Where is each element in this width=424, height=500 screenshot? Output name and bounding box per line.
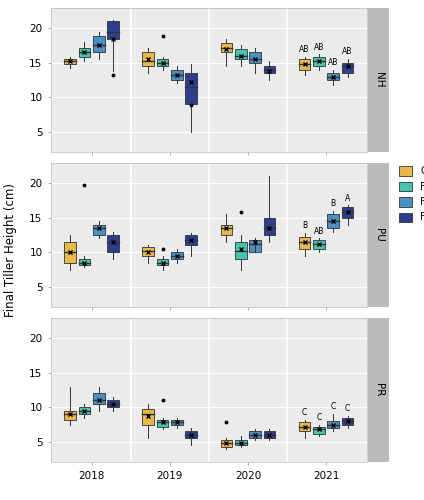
Bar <box>93 394 105 404</box>
Bar <box>235 440 247 445</box>
Bar <box>313 426 325 434</box>
Bar <box>78 259 90 264</box>
Bar <box>142 52 154 66</box>
Text: A: A <box>345 194 350 202</box>
Text: AB: AB <box>343 48 353 56</box>
Bar <box>235 242 247 259</box>
Text: AB: AB <box>328 58 338 67</box>
Bar <box>220 224 232 235</box>
Bar <box>64 410 76 420</box>
Bar <box>299 60 310 70</box>
Bar <box>107 400 119 407</box>
Bar <box>185 235 197 246</box>
Bar <box>342 208 354 218</box>
Text: C: C <box>345 404 350 413</box>
Bar <box>142 246 154 256</box>
Text: C: C <box>331 402 336 411</box>
Bar <box>327 73 339 80</box>
Bar <box>342 62 354 73</box>
Bar <box>299 422 310 432</box>
Bar <box>171 420 183 424</box>
Text: B: B <box>331 199 336 208</box>
Bar <box>313 57 325 66</box>
Bar <box>107 22 119 38</box>
Legend: CT, F2, F5, F10: CT, F2, F5, F10 <box>397 164 424 224</box>
Bar <box>249 52 261 62</box>
Bar <box>157 420 168 426</box>
Bar <box>171 70 183 80</box>
Bar <box>327 214 339 228</box>
Bar <box>220 440 232 448</box>
Bar <box>93 224 105 235</box>
Bar <box>93 36 105 52</box>
Bar <box>64 60 76 64</box>
Bar <box>78 48 90 57</box>
Text: AB: AB <box>314 42 324 51</box>
Bar <box>249 240 261 252</box>
Bar <box>64 242 76 262</box>
Text: AB: AB <box>314 226 324 235</box>
Bar <box>185 73 197 104</box>
Text: Final Tiller Height (cm): Final Tiller Height (cm) <box>4 183 17 317</box>
Bar <box>264 218 275 235</box>
Text: AB: AB <box>299 46 310 54</box>
Bar <box>107 235 119 252</box>
Bar <box>220 44 232 52</box>
Text: C: C <box>302 408 307 417</box>
Bar <box>327 421 339 428</box>
Bar <box>313 240 325 249</box>
Bar <box>264 432 275 438</box>
Bar <box>249 432 261 438</box>
Text: B: B <box>302 221 307 230</box>
Text: C: C <box>316 413 321 422</box>
Bar <box>342 418 354 424</box>
Bar <box>157 60 168 66</box>
Bar <box>157 259 168 264</box>
Bar <box>185 432 197 438</box>
Bar <box>264 66 275 73</box>
Bar <box>78 408 90 414</box>
Bar <box>235 49 247 59</box>
Bar <box>299 237 310 249</box>
Bar <box>142 408 154 424</box>
Bar <box>171 252 183 259</box>
